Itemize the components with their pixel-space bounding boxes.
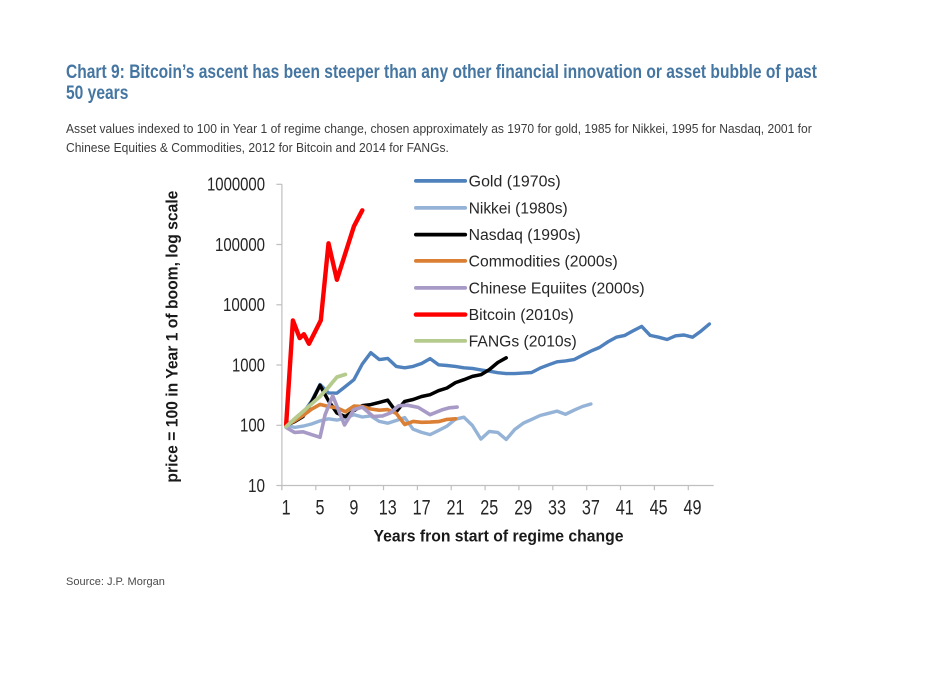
- svg-text:9: 9: [349, 497, 358, 520]
- svg-text:33: 33: [548, 497, 566, 520]
- svg-text:17: 17: [413, 497, 431, 520]
- svg-text:100000: 100000: [215, 235, 265, 255]
- svg-text:Gold (1970s): Gold (1970s): [469, 174, 561, 191]
- svg-text:Nikkei (1980s): Nikkei (1980s): [469, 201, 568, 218]
- svg-text:Bitcoin (2010s): Bitcoin (2010s): [469, 307, 574, 324]
- svg-text:10000: 10000: [223, 295, 265, 315]
- svg-text:29: 29: [514, 497, 532, 520]
- svg-text:5: 5: [316, 497, 325, 520]
- svg-text:49: 49: [684, 497, 702, 520]
- svg-text:41: 41: [616, 497, 634, 520]
- svg-text:Chinese Equiites (2000s): Chinese Equiites (2000s): [469, 281, 645, 298]
- svg-text:1: 1: [282, 497, 291, 520]
- svg-text:FANGs (2010s): FANGs (2010s): [469, 334, 577, 351]
- svg-text:37: 37: [582, 497, 600, 520]
- svg-text:Years fron start of regime cha: Years fron start of regime change: [374, 527, 624, 546]
- svg-text:10: 10: [248, 476, 265, 496]
- svg-text:21: 21: [447, 497, 465, 520]
- svg-text:price = 100 in Year 1 of boom,: price = 100 in Year 1 of boom, log scale: [163, 191, 182, 483]
- svg-text:Commodities (2000s): Commodities (2000s): [469, 254, 618, 271]
- svg-text:100: 100: [240, 416, 265, 436]
- svg-text:Nasdaq (1990s): Nasdaq (1990s): [469, 227, 581, 244]
- svg-text:25: 25: [480, 497, 498, 520]
- svg-text:13: 13: [379, 497, 397, 520]
- svg-text:1000: 1000: [232, 355, 265, 375]
- svg-text:1000000: 1000000: [207, 175, 265, 195]
- svg-text:45: 45: [650, 497, 668, 520]
